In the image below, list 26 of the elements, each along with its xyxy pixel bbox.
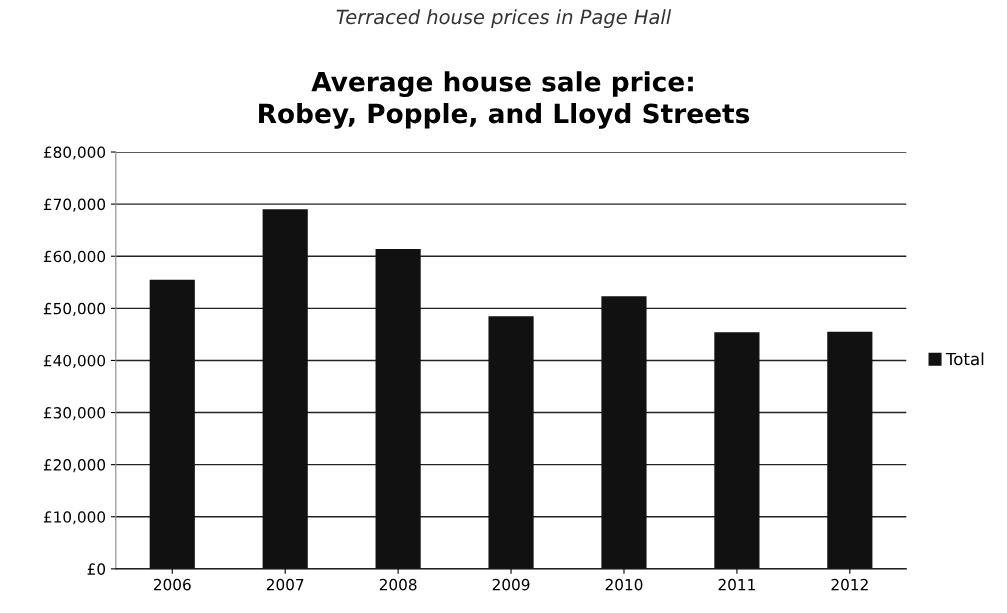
- x-tick-label: 2007: [266, 578, 304, 591]
- bar: [601, 296, 647, 569]
- x-tick-label: 2012: [831, 578, 868, 591]
- bar: [827, 331, 873, 569]
- bar: [262, 209, 308, 569]
- y-tick-label: £0: [87, 563, 106, 575]
- y-tick-label: £60,000: [43, 250, 106, 264]
- y-tick-label: £70,000: [43, 198, 106, 212]
- chart-title: Average house sale price: Robey, Popple, and Lloyd Streets: [259, 71, 750, 129]
- y-tick-label: £30,000: [43, 407, 106, 421]
- x-tick-label: 2008: [379, 578, 417, 591]
- chart-subtitle: Terraced house prices in Page Hall: [336, 9, 672, 29]
- bar: [375, 248, 421, 569]
- y-tick-label: £50,000: [43, 302, 106, 316]
- y-tick-label: £40,000: [43, 354, 106, 369]
- y-tick-label: £20,000: [43, 459, 106, 473]
- legend-label: Total: [945, 352, 984, 366]
- x-tick-label: 2006: [153, 578, 191, 591]
- x-tick-label: 2011: [718, 578, 755, 591]
- bar: [488, 316, 534, 569]
- bar: [714, 332, 760, 569]
- x-tick-label: 2010: [605, 578, 643, 591]
- y-tick-label: £80,000: [43, 146, 106, 160]
- y-tick-label: £10,000: [43, 511, 106, 525]
- x-tick-label: 2009: [492, 578, 530, 591]
- bar: [149, 279, 195, 569]
